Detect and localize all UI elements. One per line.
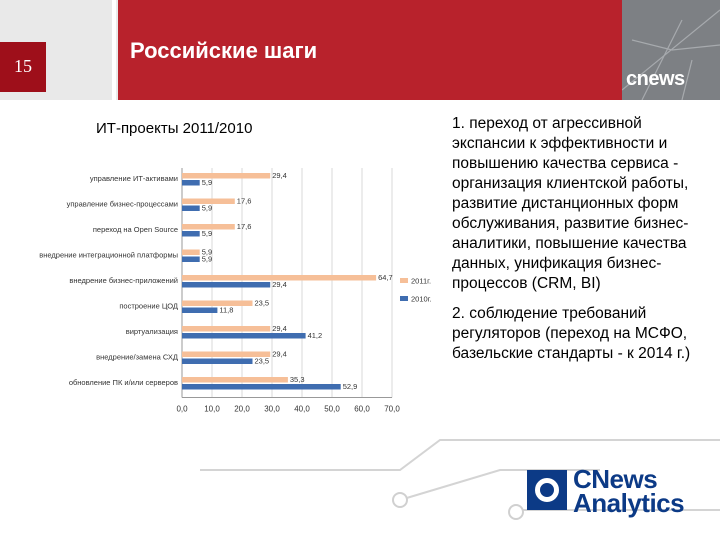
chart-title: ИТ-проекты 2011/2010: [96, 120, 253, 137]
category-label: внедрение/замена СХД: [96, 353, 178, 362]
data-label: 5,9: [202, 255, 212, 264]
cnews-logo-text: cnews: [626, 68, 685, 90]
bar-2011: [182, 377, 288, 383]
legend-swatch: [400, 296, 408, 301]
cnews-analytics-logo: CNews Analytics: [527, 464, 717, 520]
data-label: 5,9: [202, 178, 212, 187]
leaf-texture-icon: [622, 9, 720, 100]
brand-line-1: CNews: [573, 464, 658, 494]
data-label: 5,9: [202, 248, 212, 257]
data-label: 17,6: [237, 222, 252, 231]
x-tick-label: 20,0: [234, 405, 250, 414]
x-tick-label: 60,0: [354, 405, 370, 414]
x-tick-label: 10,0: [204, 405, 220, 414]
bar-2010: [182, 358, 253, 364]
legend-swatch: [400, 278, 408, 283]
bar-chart: 0,0 10,0 20,0 30,0 40,0 50,0 60,0 70,0 управлени…: [39, 168, 432, 414]
x-tick-label: 70,0: [384, 405, 400, 414]
bar-2010: [182, 256, 200, 262]
x-tick-label: 30,0: [264, 405, 280, 414]
data-label: 5,9: [202, 204, 212, 213]
data-label: 23,5: [255, 299, 270, 308]
slide-number-box: [0, 42, 46, 92]
x-tick-label: 40,0: [294, 405, 310, 414]
category-label: внедрение бизнес-приложений: [69, 276, 178, 285]
bar-2011: [182, 275, 377, 281]
category-label: виртуализация: [126, 327, 178, 336]
bar-2010: [182, 384, 341, 390]
bar-2011: [182, 351, 271, 357]
bar-2011: [182, 224, 235, 230]
data-label: 5,9: [202, 229, 212, 238]
bar-2010: [182, 307, 218, 313]
data-label: 64,7: [378, 273, 393, 282]
data-label: 17,6: [237, 197, 252, 206]
data-label: 29,4: [272, 324, 287, 333]
header-leaf-image: [622, 0, 720, 100]
slide-title: Российские шаги: [130, 38, 318, 63]
cnews-analytics-emblem-icon: [527, 470, 567, 510]
bar-2010: [182, 205, 200, 211]
bar-2011: [182, 300, 253, 306]
data-label: 52,9: [343, 382, 358, 391]
data-label: 35,3: [290, 375, 305, 384]
bar-2010: [182, 333, 306, 339]
category-label: обновление ПК и/или серверов: [69, 378, 178, 387]
text-block: 1. переход от агрессивной экспансии к эф…: [452, 114, 714, 374]
legend-label: 2010г.: [411, 295, 432, 304]
category-label: управление ИТ-активами: [90, 174, 178, 183]
category-label: управление бизнес-процессами: [67, 200, 178, 209]
bar-2011: [182, 198, 235, 204]
bar-2010: [182, 282, 271, 288]
brand-line-2: Analytics: [573, 488, 685, 518]
slide-number: 15: [14, 56, 32, 76]
data-label: 41,2: [308, 331, 323, 340]
x-tick-label: 0,0: [176, 405, 188, 414]
data-label: 29,4: [272, 350, 287, 359]
data-label: 29,4: [272, 171, 287, 180]
category-label: переход на Open Source: [93, 225, 178, 234]
bar-2011: [182, 173, 271, 179]
category-label: построение ЦОД: [119, 302, 178, 311]
bar-2010: [182, 180, 200, 186]
bar-2011: [182, 326, 271, 332]
header: [0, 0, 720, 100]
text-point-1: 1. переход от агрессивной экспансии к эф…: [452, 115, 689, 292]
bar-2011: [182, 249, 200, 255]
data-label: 23,5: [255, 357, 270, 366]
category-label: внедрение интеграционной платформы: [39, 251, 178, 260]
data-label: 29,4: [272, 280, 287, 289]
bar-2010: [182, 231, 200, 237]
header-separator: [112, 0, 116, 100]
x-tick-label: 50,0: [324, 405, 340, 414]
text-point-2: 2. соблюдение требований регуляторов (пе…: [452, 305, 691, 362]
data-label: 11,8: [219, 306, 233, 315]
header-title-band: [118, 0, 622, 100]
legend-label: 2011г.: [411, 277, 431, 286]
